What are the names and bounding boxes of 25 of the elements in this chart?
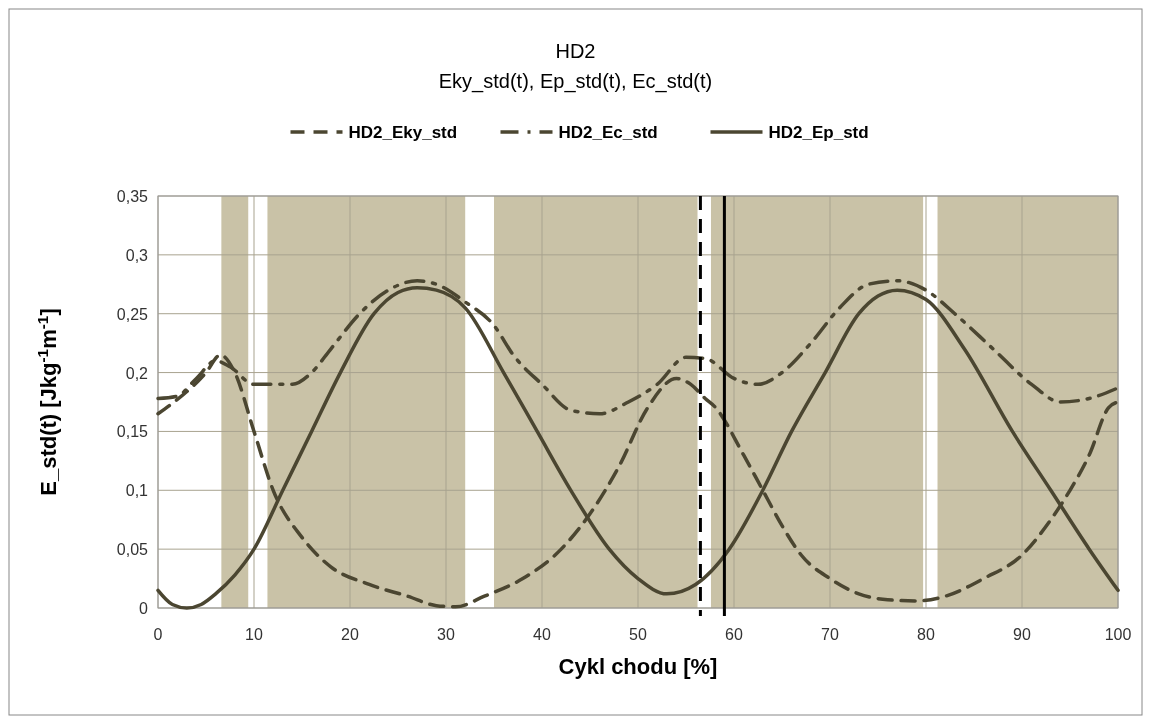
y-tick-label: 0,3 bbox=[125, 246, 149, 264]
x-tick-label: 10 bbox=[245, 626, 263, 643]
y-tick-label: 0,1 bbox=[125, 482, 149, 500]
y-tick-label: 0,05 bbox=[116, 541, 149, 559]
x-tick-label: 0 bbox=[153, 626, 163, 643]
x-tick-label: 60 bbox=[725, 626, 743, 643]
chart-title: HD2 bbox=[555, 40, 596, 62]
legend-label: HD2_Eky_std bbox=[348, 123, 458, 142]
y-tick-label: 0 bbox=[139, 600, 149, 617]
legend-label: HD2_Ep_std bbox=[768, 123, 869, 142]
x-tick-label: 70 bbox=[821, 626, 839, 643]
y-tick-label: 0,35 bbox=[116, 188, 149, 205]
y-tick-label: 0,2 bbox=[125, 364, 149, 382]
y-tick-label: 0,15 bbox=[116, 423, 149, 441]
x-tick-label: 30 bbox=[437, 626, 455, 643]
x-tick-label: 20 bbox=[341, 626, 359, 643]
chart-subtitle: Eky_std(t), Ep_std(t), Ec_std(t) bbox=[438, 70, 713, 93]
legend-label: HD2_Ec_std bbox=[558, 123, 658, 142]
x-tick-label: 100 bbox=[1104, 626, 1132, 643]
x-tick-label: 40 bbox=[533, 626, 551, 643]
x-tick-label: 90 bbox=[1013, 626, 1031, 643]
x-tick-label: 80 bbox=[917, 626, 935, 643]
x-tick-label: 50 bbox=[629, 626, 647, 643]
y-tick-label: 0,25 bbox=[116, 305, 149, 323]
x-axis-title: Cykl chodu [%] bbox=[558, 654, 718, 679]
